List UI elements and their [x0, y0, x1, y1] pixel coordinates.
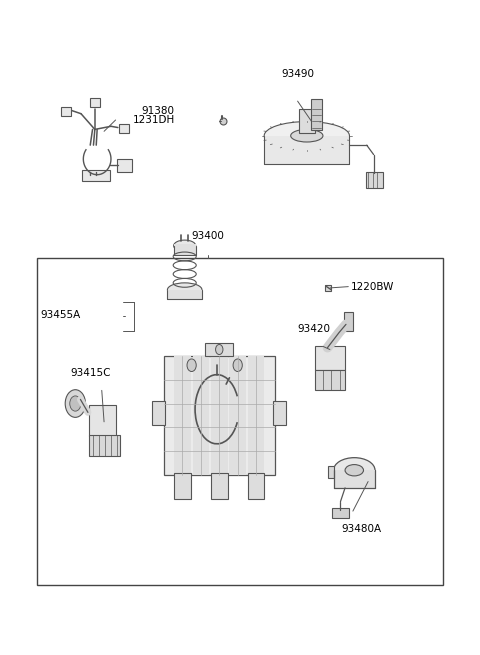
- Bar: [83, 170, 110, 181]
- Ellipse shape: [174, 240, 196, 252]
- Bar: [344, 312, 353, 331]
- Bar: [264, 136, 349, 164]
- Bar: [89, 435, 120, 457]
- Bar: [273, 401, 286, 425]
- Bar: [192, 356, 209, 476]
- Bar: [174, 473, 191, 499]
- Bar: [174, 356, 191, 476]
- Ellipse shape: [345, 464, 363, 476]
- Ellipse shape: [264, 122, 349, 150]
- Bar: [211, 473, 228, 499]
- Bar: [205, 343, 233, 356]
- Bar: [117, 159, 132, 172]
- Bar: [312, 99, 322, 130]
- Text: 1231DH: 1231DH: [133, 115, 176, 125]
- Bar: [119, 124, 129, 132]
- Bar: [315, 369, 345, 390]
- Bar: [164, 356, 275, 476]
- Ellipse shape: [168, 283, 202, 297]
- Text: 93400: 93400: [192, 231, 224, 241]
- Circle shape: [65, 390, 85, 417]
- Bar: [248, 356, 264, 476]
- Text: 91380: 91380: [141, 105, 174, 115]
- Text: 93480A: 93480A: [341, 524, 382, 534]
- Bar: [315, 346, 345, 370]
- Bar: [332, 508, 349, 518]
- Text: 1220BW: 1220BW: [350, 282, 394, 291]
- Text: 93415C: 93415C: [70, 368, 110, 378]
- Text: 93490: 93490: [281, 69, 314, 79]
- Bar: [174, 244, 196, 255]
- Bar: [211, 356, 228, 476]
- Circle shape: [216, 345, 223, 354]
- Text: 93420: 93420: [297, 324, 330, 334]
- Circle shape: [70, 396, 81, 411]
- Ellipse shape: [291, 130, 323, 142]
- Bar: [327, 466, 335, 478]
- Bar: [89, 405, 116, 436]
- Text: 93455A: 93455A: [41, 310, 81, 320]
- Circle shape: [233, 359, 242, 371]
- Bar: [153, 401, 165, 425]
- Bar: [37, 258, 443, 586]
- Bar: [90, 98, 100, 107]
- Bar: [334, 470, 375, 488]
- Bar: [61, 107, 71, 116]
- Bar: [366, 172, 384, 188]
- Bar: [248, 473, 264, 499]
- Ellipse shape: [334, 458, 375, 483]
- Bar: [229, 356, 246, 476]
- Bar: [299, 109, 315, 132]
- Circle shape: [187, 359, 196, 371]
- Bar: [168, 290, 202, 299]
